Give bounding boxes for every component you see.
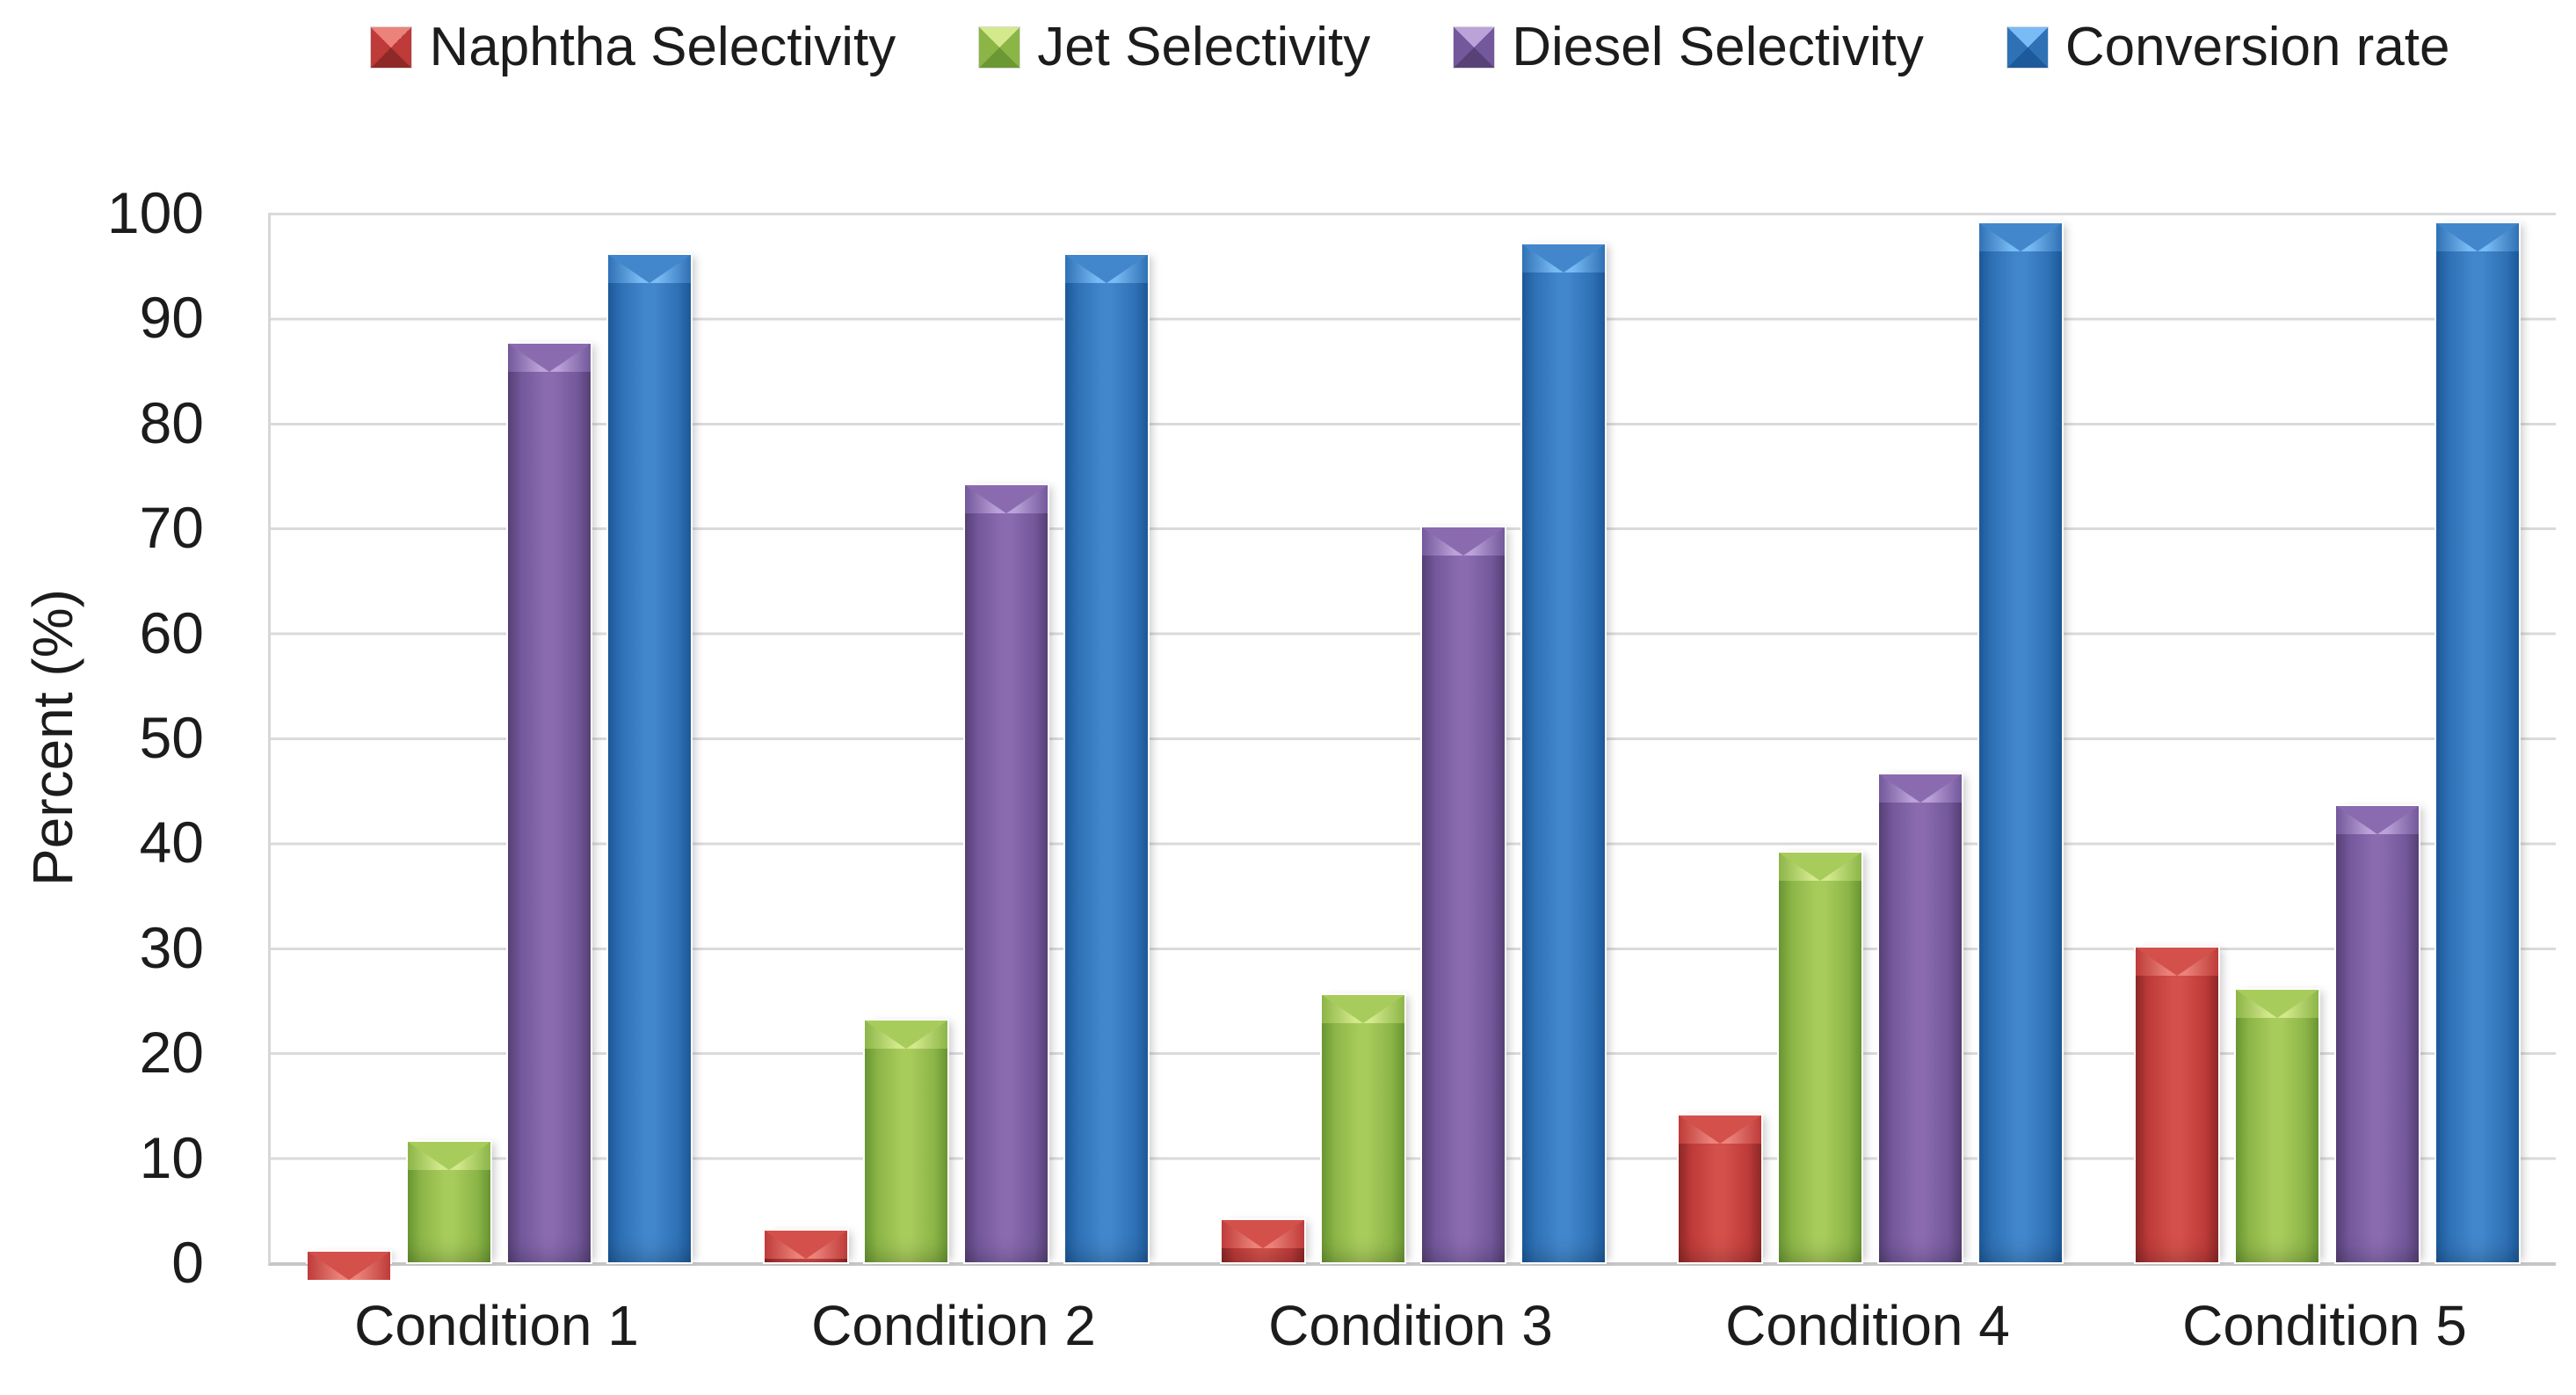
legend-marker-icon-naphtha-selectivity <box>371 27 412 68</box>
bar-diesel-selectivity-condition-3 <box>1420 526 1506 1264</box>
legend-item-conversion-rate: Conversion rate <box>2006 10 2450 85</box>
y-tick-label-50: 50 <box>139 705 204 770</box>
bar-conversion-rate-condition-4 <box>1977 222 2064 1264</box>
x-axis-label-condition-5: Condition 5 <box>2182 1294 2467 1357</box>
y-tick-label-0: 0 <box>171 1230 204 1295</box>
bar-naphtha-selectivity-condition-2 <box>763 1229 849 1264</box>
bar-naphtha-selectivity-condition-5 <box>2134 946 2220 1264</box>
bar-jet-selectivity-condition-4 <box>1777 851 1863 1264</box>
x-axis-label-condition-4: Condition 4 <box>1725 1294 2010 1357</box>
legend: Naphtha Selectivity Jet Selectivity Diesel… <box>268 7 2553 88</box>
x-axis-label-condition-3: Condition 3 <box>1268 1294 1553 1357</box>
bar-naphtha-selectivity-condition-1 <box>306 1250 392 1280</box>
y-tick-label-40: 40 <box>139 810 204 876</box>
bar-jet-selectivity-condition-5 <box>2234 988 2320 1264</box>
legend-label: Conversion rate <box>2064 17 2450 77</box>
plot-area <box>268 213 2556 1280</box>
y-tick-label-70: 70 <box>139 495 204 561</box>
bar-diesel-selectivity-condition-2 <box>963 483 1049 1264</box>
legend-item-diesel-selectivity: Diesel Selectivity <box>1454 10 1924 85</box>
bar-diesel-selectivity-condition-5 <box>2334 804 2420 1264</box>
y-tick-label-10: 10 <box>139 1124 204 1190</box>
legend-marker-icon-conversion-rate <box>2006 27 2048 68</box>
legend-label: Naphtha Selectivity <box>429 17 896 77</box>
legend-label: Diesel Selectivity <box>1512 17 1924 77</box>
bar-conversion-rate-condition-5 <box>2435 222 2521 1264</box>
y-tick-label-30: 30 <box>139 914 204 980</box>
y-tick-label-60: 60 <box>139 599 204 665</box>
bar-conversion-rate-condition-1 <box>606 253 693 1264</box>
x-axis-label-condition-2: Condition 2 <box>811 1294 1096 1357</box>
legend-item-naphtha-selectivity: Naphtha Selectivity <box>371 10 896 85</box>
bar-naphtha-selectivity-condition-4 <box>1677 1114 1763 1264</box>
bar-jet-selectivity-condition-1 <box>406 1140 492 1264</box>
bar-conversion-rate-condition-2 <box>1063 253 1150 1264</box>
legend-item-jet-selectivity: Jet Selectivity <box>979 10 1370 85</box>
y-tick-label-80: 80 <box>139 389 204 455</box>
bar-jet-selectivity-condition-3 <box>1320 993 1406 1264</box>
legend-marker-icon-diesel-selectivity <box>1454 27 1495 68</box>
y-tick-label-100: 100 <box>106 180 204 245</box>
legend-marker-icon-jet-selectivity <box>979 27 1020 68</box>
bar-diesel-selectivity-condition-1 <box>506 342 592 1264</box>
y-tick-label-20: 20 <box>139 1020 204 1086</box>
bar-jet-selectivity-condition-2 <box>863 1019 949 1264</box>
bar-naphtha-selectivity-condition-3 <box>1220 1218 1306 1264</box>
legend-label: Jet Selectivity <box>1037 17 1371 77</box>
y-tick-label-90: 90 <box>139 285 204 351</box>
bar-diesel-selectivity-condition-4 <box>1877 773 1963 1264</box>
bar-conversion-rate-condition-3 <box>1520 243 1607 1264</box>
x-axis-label-condition-1: Condition 1 <box>354 1294 639 1357</box>
